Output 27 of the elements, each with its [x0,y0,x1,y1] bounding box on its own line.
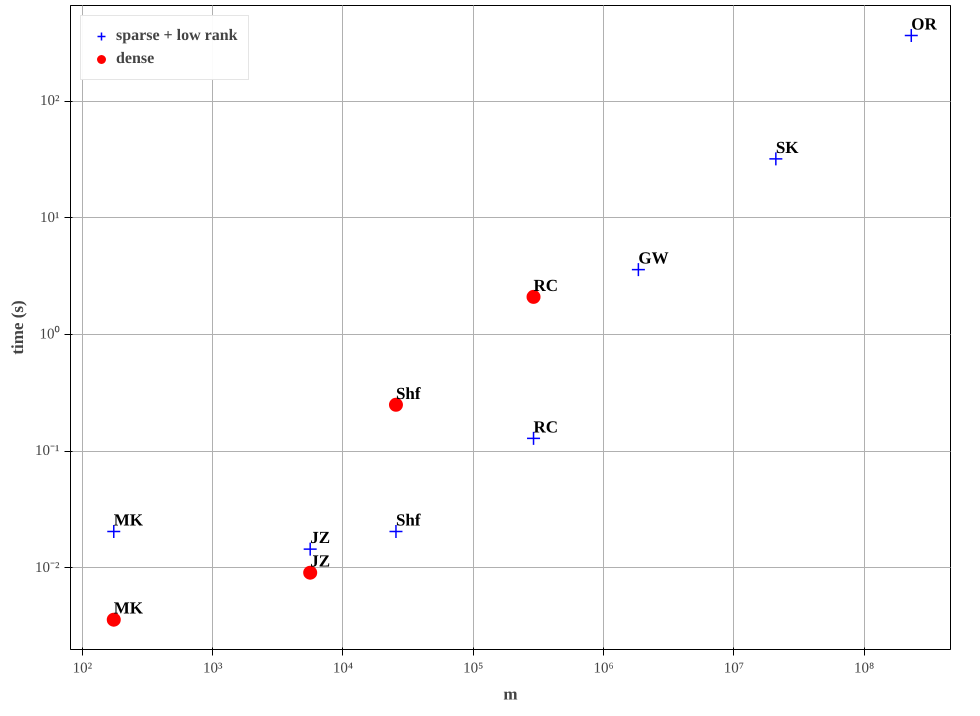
annotation: JZ [310,528,330,548]
annotation: MK [114,510,144,530]
annotation: RC [534,417,558,436]
y-tick-label: 10⁻¹ [35,443,60,460]
annotation: MK [114,598,144,618]
x-tick-label: 10⁷ [724,660,744,676]
legend-label: dense [116,50,154,68]
y-tick-label: 10⁻² [35,560,60,576]
y-tick-label: 10² [40,93,60,110]
annotation: OR [911,14,938,34]
y-tick-label: 10¹ [40,210,60,226]
annotation: RC [534,276,558,295]
annotation: GW [638,248,669,268]
x-tick-label: 10⁴ [332,660,354,676]
x-axis-title: m [503,684,518,704]
x-tick-label: 10² [72,660,93,676]
annotation: JZ [310,552,330,571]
x-tick-label: 10⁵ [463,660,484,676]
x-tick-label: 10⁸ [854,660,874,676]
y-axis-title: time (s) [8,300,28,355]
x-tick-label: 10⁶ [593,660,614,676]
y-tick-label: 10⁰ [40,326,60,343]
annotation: Shf [396,510,421,530]
legend-label: sparse + low rank [116,27,238,45]
annotation: SK [776,138,800,157]
x-tick-label: 10³ [202,660,223,676]
annotation: Shf [396,384,421,403]
